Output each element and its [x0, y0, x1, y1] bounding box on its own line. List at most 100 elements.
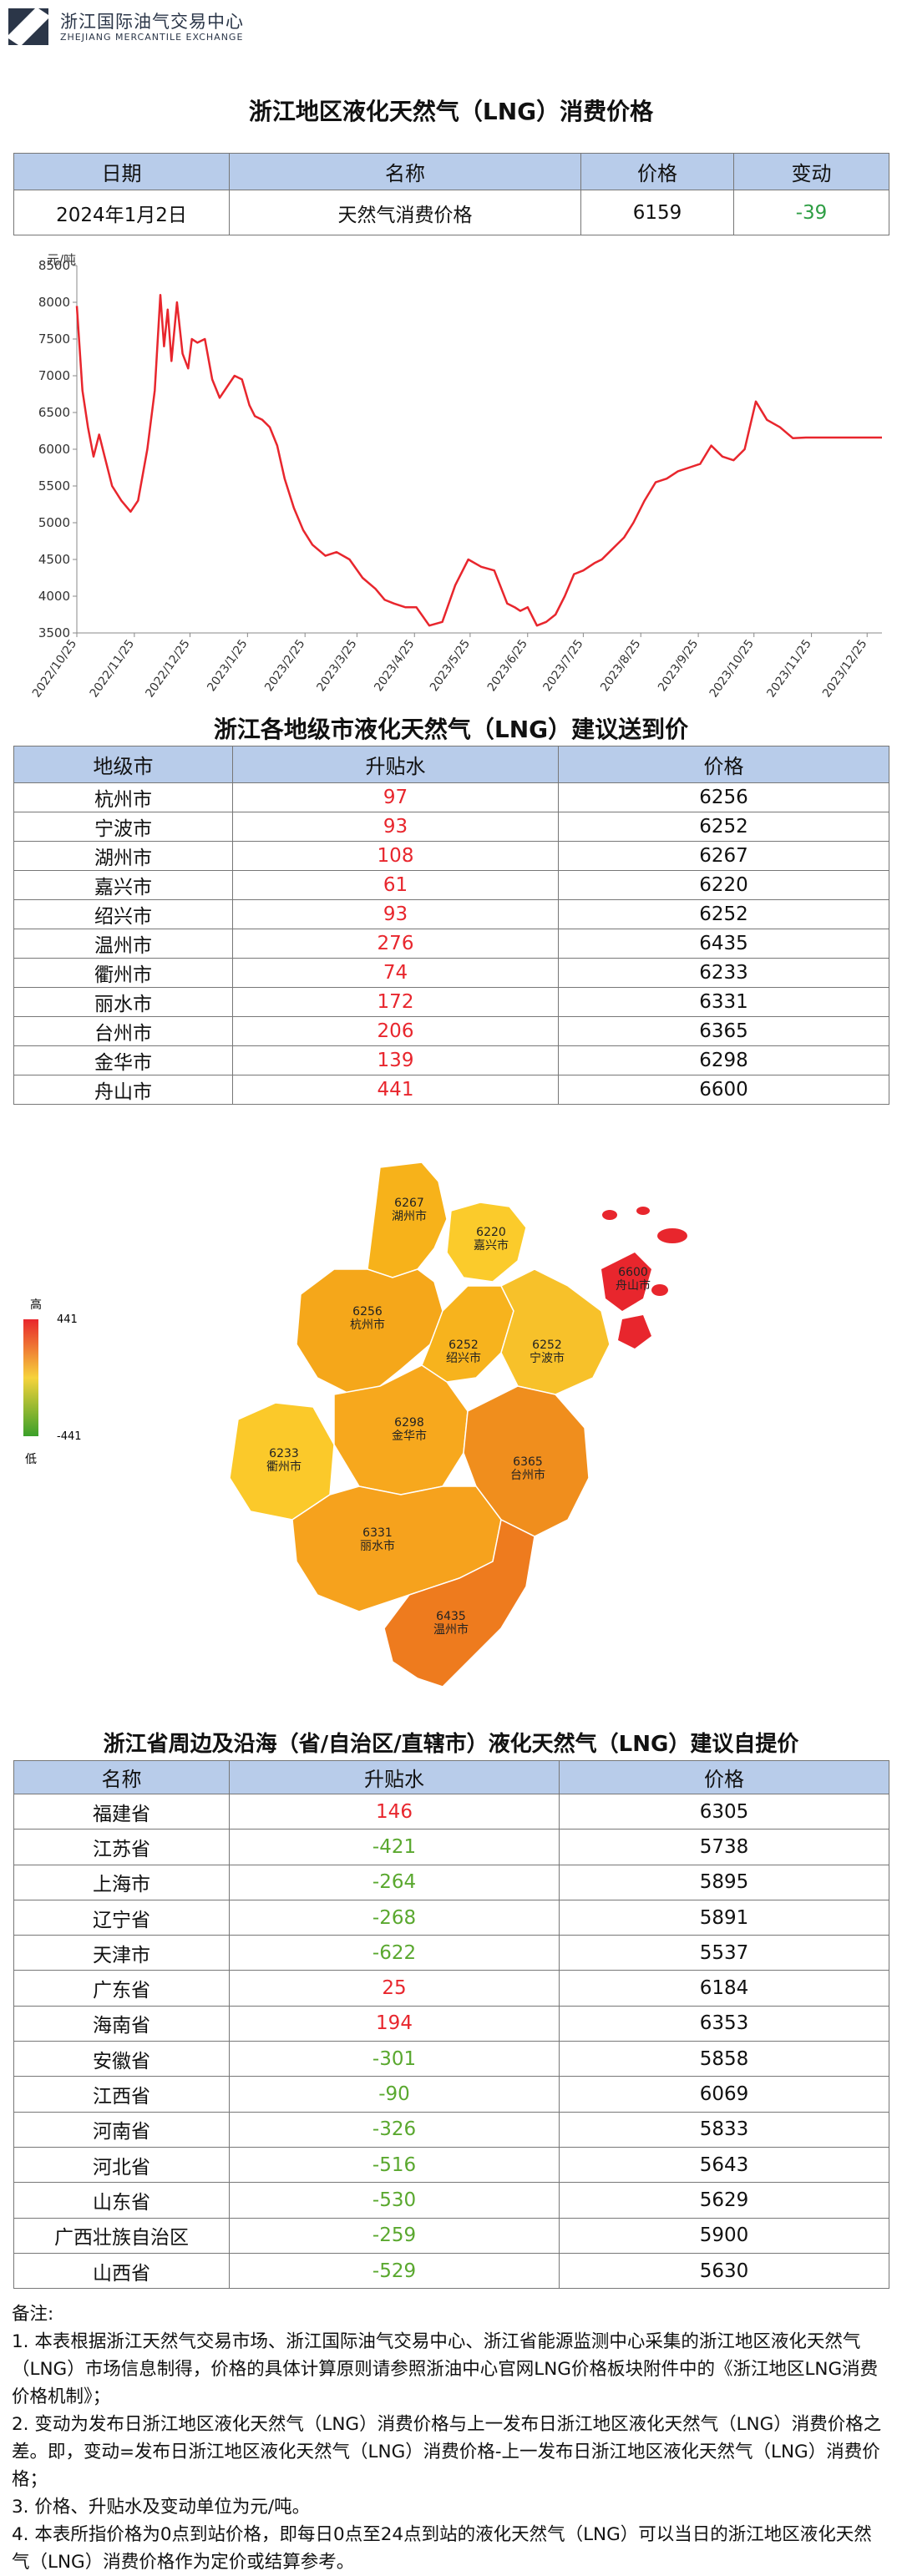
cell-price: 5643 — [559, 2146, 889, 2184]
cell-diff: -530 — [229, 2182, 560, 2219]
y-tick-label: 7000 — [38, 368, 70, 383]
table-row: 天津市 -622 5537 — [13, 1935, 889, 1971]
column-header-name: 名称 — [229, 153, 581, 190]
table-row: 江苏省 -421 5738 — [13, 1829, 889, 1865]
column-header-price: 价格 — [559, 1760, 889, 1794]
cell-change: -39 — [733, 190, 889, 235]
table-row: 安徽省 -301 5858 — [13, 2041, 889, 2078]
note-2: 2. 变动为发布日浙江地区液化天然气（LNG）消费价格与上一发布日浙江地区液化天… — [12, 2414, 882, 2490]
cell-price: 6256 — [558, 782, 889, 812]
y-tick-label: 5500 — [38, 478, 70, 493]
notes-section: 备注: 1. 本表根据浙江天然气交易市场、浙江国际油气交易中心、浙江省能源监测中… — [12, 2300, 889, 2576]
table-row: 舟山市 441 6600 — [13, 1075, 889, 1105]
map-region-zhoushan — [601, 1207, 687, 1349]
price-series-line — [75, 293, 882, 627]
y-tick-label: 4000 — [38, 589, 70, 604]
cell-diff: -622 — [229, 1935, 560, 1971]
y-tick-label: 7500 — [38, 331, 70, 347]
column-header-diff: 升贴水 — [229, 1760, 560, 1794]
legend-low-label: 低 — [25, 1453, 37, 1466]
cell-price: 5537 — [559, 1935, 889, 1971]
x-tick-label: 2023/7/25 — [540, 637, 585, 694]
map-label-city: 嘉兴市 — [474, 1238, 509, 1253]
table-row: 湖州市 108 6267 — [13, 841, 889, 871]
x-tick-label: 2023/11/25 — [764, 637, 813, 700]
cell-name: 杭州市 — [13, 782, 233, 812]
map-label-price: 6256 — [352, 1305, 383, 1318]
map-label-city: 温州市 — [433, 1622, 469, 1637]
cell-price: 6298 — [558, 1045, 889, 1075]
map-label-price: 6220 — [476, 1226, 506, 1239]
map-label-price: 6233 — [269, 1447, 299, 1460]
note-4: 4. 本表所指价格为0点到站价格，即每日0点至24点到站的液化天然气（LNG）可… — [12, 2524, 872, 2573]
y-tick-label: 8500 — [38, 258, 70, 273]
note-1: 1. 本表根据浙江天然气交易市场、浙江国际油气交易中心、浙江省能源监测中心采集的… — [12, 2331, 879, 2407]
map-region-ningbo — [499, 1268, 611, 1395]
map-label-price: 6435 — [436, 1610, 466, 1623]
x-tick-label: 2023/4/25 — [372, 637, 417, 694]
exchange-logo-icon — [7, 5, 50, 48]
cell-price: 6267 — [558, 841, 889, 871]
zhejiang-price-map: 6267湖州市6220嘉兴市6600舟山市6256杭州市6252绍兴市6252宁… — [23, 1161, 687, 1688]
cell-diff: -421 — [229, 1829, 560, 1865]
cell-price: 6305 — [559, 1793, 889, 1830]
table-row: 杭州市 97 6256 — [13, 782, 889, 812]
cell-price: 5895 — [559, 1864, 889, 1900]
cell-price: 6069 — [559, 2076, 889, 2113]
table-row: 上海市 -264 5895 — [13, 1864, 889, 1900]
cell-name: 上海市 — [13, 1864, 230, 1900]
column-header-date: 日期 — [13, 153, 230, 190]
cell-diff: -259 — [229, 2217, 560, 2254]
x-tick-label: 2022/11/25 — [88, 637, 137, 700]
cell-price: 5629 — [559, 2182, 889, 2219]
cell-price: 5900 — [559, 2217, 889, 2254]
cell-price: 6252 — [558, 812, 889, 842]
legend-color-bar — [23, 1319, 38, 1436]
table-row: 广西壮族自治区 -259 5900 — [13, 2217, 889, 2254]
cell-name: 湖州市 — [13, 841, 233, 871]
cell-diff: 194 — [229, 2005, 560, 2042]
cell-name: 辽宁省 — [13, 1899, 230, 1936]
cell-diff: -268 — [229, 1899, 560, 1936]
cell-diff: 108 — [232, 841, 559, 871]
cell-name: 江西省 — [13, 2076, 230, 2113]
cell-diff: 276 — [232, 929, 559, 959]
column-header-diff: 升贴水 — [232, 746, 559, 783]
x-tick-label: 2023/2/25 — [262, 637, 307, 694]
cell-diff: 172 — [232, 987, 559, 1017]
x-tick-label: 2023/6/25 — [485, 637, 530, 694]
y-tick-label: 5000 — [38, 515, 70, 530]
cell-name: 丽水市 — [13, 987, 233, 1017]
table-row: 福建省 146 6305 — [13, 1793, 889, 1830]
y-tick-label: 3500 — [38, 625, 70, 640]
cell-price: 6435 — [558, 929, 889, 959]
x-tick-label: 2022/10/25 — [30, 637, 79, 700]
map-label-city: 衢州市 — [266, 1460, 302, 1474]
cell-name: 河北省 — [13, 2146, 230, 2184]
y-axis-label: 元/吨 — [47, 252, 76, 267]
cell-diff: -326 — [229, 2111, 560, 2148]
x-tick-label: 2023/8/25 — [598, 637, 643, 694]
cell-diff: 139 — [232, 1045, 559, 1075]
column-header-city: 地级市 — [13, 746, 233, 783]
table-row: 河北省 -516 5643 — [13, 2146, 889, 2184]
cell-price: 5630 — [559, 2252, 889, 2290]
cell-name: 福建省 — [13, 1793, 230, 1830]
cell-price: 6252 — [558, 899, 889, 929]
cell-name: 山西省 — [13, 2252, 230, 2290]
cell-diff: -301 — [229, 2041, 560, 2078]
consumption-price-title: 浙江地区液化天然气（LNG）消费价格 — [248, 98, 654, 125]
cell-diff: 441 — [232, 1075, 559, 1105]
y-tick-label: 6000 — [38, 442, 70, 457]
cell-diff: 93 — [232, 812, 559, 842]
cell-name: 广东省 — [13, 1970, 230, 2007]
cell-diff: -516 — [229, 2146, 560, 2184]
cell-diff: 74 — [232, 958, 559, 988]
y-tick-label: 4500 — [38, 552, 70, 567]
price-history-chart: 元/吨 3500 4000 4500 5000 5500 6000 6500 7000 7500 8… — [30, 252, 882, 700]
cell-diff: 97 — [232, 782, 559, 812]
map-label-city: 宁波市 — [530, 1351, 565, 1365]
logo-chinese-name: 浙江国际油气交易中心 — [60, 12, 244, 32]
x-tick-label: 2023/3/25 — [314, 637, 359, 694]
legend-min-label: -441 — [57, 1430, 82, 1443]
